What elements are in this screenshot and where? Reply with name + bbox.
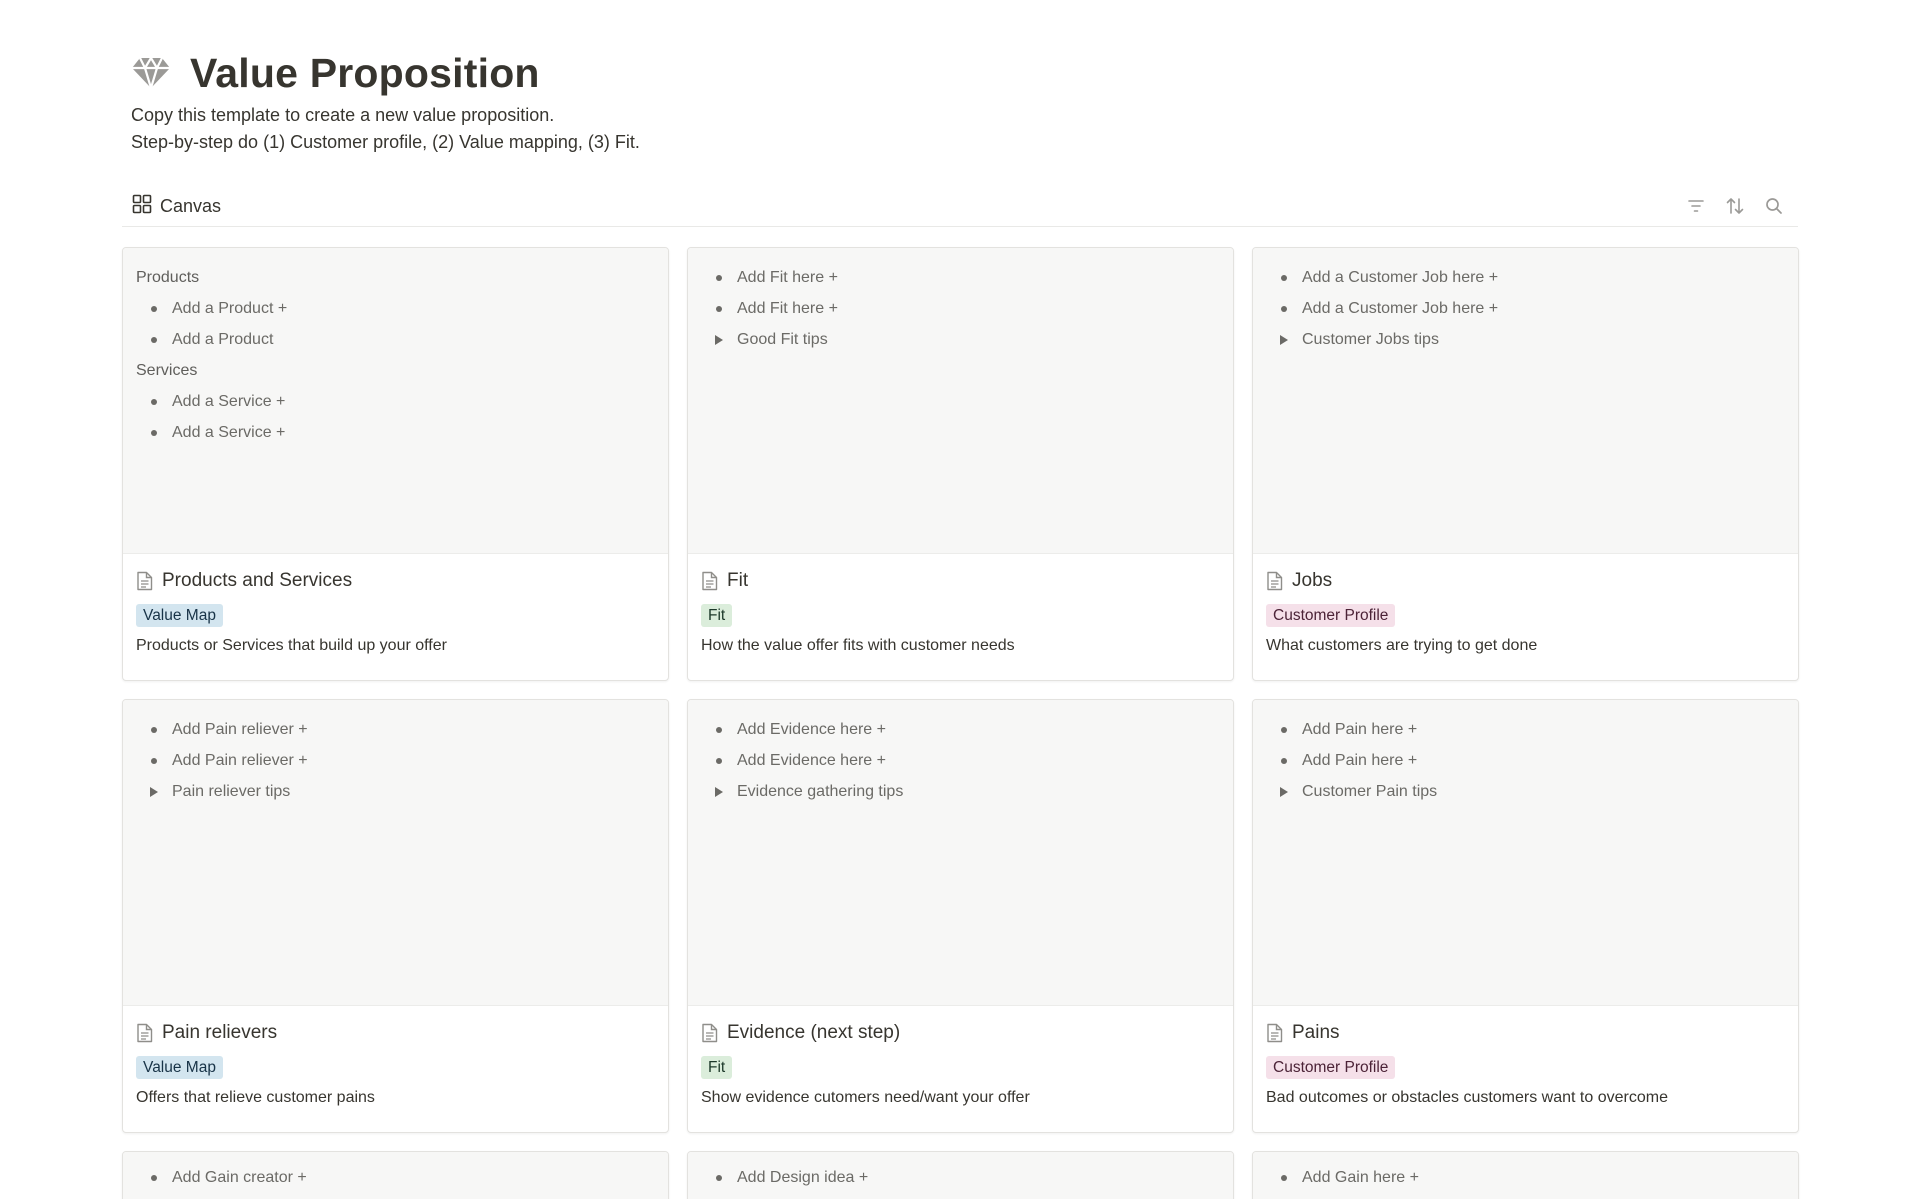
preview-bullet: Add a Product + — [136, 293, 655, 324]
gallery-card-pain-relievers[interactable]: Add Pain reliever + Add Pain reliever + … — [122, 699, 669, 1133]
preview-bullet: Add Gain creator + — [136, 1162, 655, 1193]
preview-toggle: Customer Pain tips — [1266, 776, 1785, 807]
page-doc-icon — [701, 571, 721, 591]
gallery-card-fit[interactable]: Add Fit here + Add Fit here + Good Fit t… — [687, 247, 1234, 681]
card-title: Evidence (next step) — [727, 1022, 901, 1043]
gem-icon[interactable] — [130, 52, 172, 94]
card-description: What customers are trying to get done — [1266, 637, 1538, 654]
gallery-card-jobs[interactable]: Add a Customer Job here + Add a Customer… — [1252, 247, 1799, 681]
card-info: Products and Services Value Map Products… — [123, 554, 668, 655]
preview-bullet: Add Evidence here + — [701, 745, 1220, 776]
card-title: Fit — [727, 570, 749, 591]
gallery-card-pains[interactable]: Add Pain here + Add Pain here + Customer… — [1252, 699, 1799, 1133]
tag-fit: Fit — [701, 1056, 733, 1079]
page: Value Proposition Copy this template to … — [122, 0, 1799, 1199]
preview-bullet: Add Pain reliever + — [136, 714, 655, 745]
card-preview: Add Gain here + — [1253, 1152, 1798, 1199]
card-preview: Add Gain creator + — [123, 1152, 668, 1199]
preview-bullet: Add a Customer Job here + — [1266, 262, 1785, 293]
preview-bullet: Add Pain reliever + — [136, 745, 655, 776]
search-icon[interactable] — [1760, 192, 1788, 220]
tab-canvas[interactable]: Canvas — [132, 192, 221, 220]
card-info: Jobs Customer Profile What customers are… — [1253, 554, 1798, 655]
page-header: Value Proposition — [130, 48, 540, 98]
tag-value-map: Value Map — [136, 604, 223, 627]
card-title: Pains — [1292, 1022, 1340, 1043]
preview-bullet: Add Pain here + — [1266, 714, 1785, 745]
database-view-bar: Canvas — [122, 186, 1798, 227]
page-doc-icon — [136, 1023, 156, 1043]
preview-bullet: Add a Service + — [136, 417, 655, 448]
card-description: Products or Services that build up your … — [136, 637, 447, 654]
gallery-card-gains[interactable]: Add Gain here + — [1252, 1151, 1799, 1199]
card-title: Jobs — [1292, 570, 1333, 591]
card-description: How the value offer fits with customer n… — [701, 637, 1015, 654]
filter-icon[interactable] — [1682, 192, 1710, 220]
page-description-line-2: Step-by-step do (1) Customer profile, (2… — [131, 132, 640, 152]
gallery-card-gain-creators[interactable]: Add Gain creator + — [122, 1151, 669, 1199]
toggle-triangle-icon — [701, 786, 737, 797]
preview-bullet: Add a Customer Job here + — [1266, 293, 1785, 324]
card-preview: Products Add a Product + Add a Product S… — [123, 248, 668, 554]
preview-bullet: Add Pain here + — [1266, 745, 1785, 776]
card-preview: Add Design idea + — [688, 1152, 1233, 1199]
preview-toggle: Good Fit tips — [701, 324, 1220, 355]
card-preview: Add Fit here + Add Fit here + Good Fit t… — [688, 248, 1233, 554]
card-title: Products and Services — [162, 570, 353, 591]
gallery-card-products-and-services[interactable]: Products Add a Product + Add a Product S… — [122, 247, 669, 681]
card-info: Fit Fit How the value offer fits with cu… — [688, 554, 1233, 655]
gallery-grid-row-3: Add Gain creator + Add Design idea + Add… — [122, 1151, 1799, 1199]
preview-toggle: Pain reliever tips — [136, 776, 655, 807]
card-title: Pain relievers — [162, 1022, 278, 1043]
gallery-card-design-ideas[interactable]: Add Design idea + — [687, 1151, 1234, 1199]
preview-heading: Services — [136, 361, 198, 379]
tag-value-map: Value Map — [136, 1056, 223, 1079]
sort-icon[interactable] — [1721, 192, 1749, 220]
tag-customer-profile: Customer Profile — [1266, 1056, 1396, 1079]
card-preview: Add Pain here + Add Pain here + Customer… — [1253, 700, 1798, 1006]
card-info: Evidence (next step) Fit Show evidence c… — [688, 1006, 1233, 1107]
page-doc-icon — [136, 571, 156, 591]
card-description: Offers that relieve customer pains — [136, 1089, 375, 1106]
card-preview: Add Evidence here + Add Evidence here + … — [688, 700, 1233, 1006]
card-description: Show evidence cutomers need/want your of… — [701, 1089, 1030, 1106]
preview-bullet: Add Design idea + — [701, 1162, 1220, 1193]
preview-bullet: Add a Product — [136, 324, 655, 355]
gallery-grid: Products Add a Product + Add a Product S… — [122, 247, 1799, 1133]
preview-toggle: Customer Jobs tips — [1266, 324, 1785, 355]
gallery-card-evidence[interactable]: Add Evidence here + Add Evidence here + … — [687, 699, 1234, 1133]
gallery-grid-icon — [132, 194, 152, 219]
toggle-triangle-icon — [1266, 334, 1302, 345]
card-info: Pain relievers Value Map Offers that rel… — [123, 1006, 668, 1107]
preview-bullet: Add Evidence here + — [701, 714, 1220, 745]
card-preview: Add Pain reliever + Add Pain reliever + … — [123, 700, 668, 1006]
toggle-triangle-icon — [701, 334, 737, 345]
preview-bullet: Add a Service + — [136, 386, 655, 417]
toggle-triangle-icon — [136, 786, 172, 797]
page-title[interactable]: Value Proposition — [190, 49, 540, 96]
preview-bullet: Add Fit here + — [701, 262, 1220, 293]
card-description: Bad outcomes or obstacles customers want… — [1266, 1089, 1668, 1106]
preview-bullet: Add Fit here + — [701, 293, 1220, 324]
preview-heading: Products — [136, 268, 200, 286]
toggle-triangle-icon — [1266, 786, 1302, 797]
page-doc-icon — [1266, 571, 1286, 591]
card-info: Pains Customer Profile Bad outcomes or o… — [1253, 1006, 1798, 1107]
tag-customer-profile: Customer Profile — [1266, 604, 1396, 627]
card-preview: Add a Customer Job here + Add a Customer… — [1253, 248, 1798, 554]
preview-bullet: Add Gain here + — [1266, 1162, 1785, 1193]
page-doc-icon — [701, 1023, 721, 1043]
view-actions — [1671, 192, 1788, 220]
tab-canvas-label: Canvas — [160, 195, 222, 216]
tag-fit: Fit — [701, 604, 733, 627]
page-description-line-1: Copy this template to create a new value… — [131, 105, 555, 125]
preview-toggle: Evidence gathering tips — [701, 776, 1220, 807]
page-doc-icon — [1266, 1023, 1286, 1043]
